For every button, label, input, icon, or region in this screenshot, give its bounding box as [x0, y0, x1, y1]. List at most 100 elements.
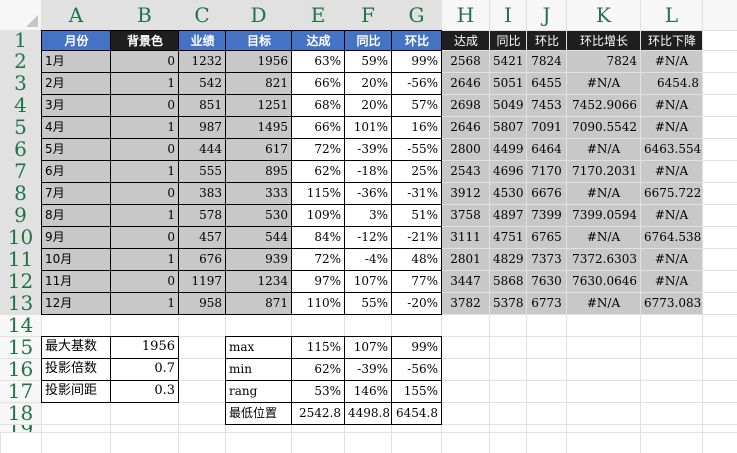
- cell-g4[interactable]: 57%: [411, 98, 438, 112]
- cell-d7[interactable]: 895: [265, 164, 288, 178]
- cell-i7[interactable]: 4696: [493, 164, 524, 178]
- cell-f5[interactable]: 101%: [353, 120, 388, 134]
- column-header-e[interactable]: E: [292, 0, 344, 30]
- cell-b11[interactable]: 1: [167, 252, 175, 266]
- stat-value-e[interactable]: 2542.8: [299, 406, 341, 420]
- cell-l8[interactable]: 6675.7226: [644, 186, 702, 200]
- cell-e13[interactable]: 110%: [306, 296, 341, 310]
- cell-f10[interactable]: -12%: [357, 230, 388, 244]
- column-header-d[interactable]: D: [226, 0, 291, 30]
- cell-e7[interactable]: 62%: [314, 164, 341, 178]
- cell-j6[interactable]: 6464: [531, 142, 562, 156]
- cell-i4[interactable]: 5049: [493, 98, 524, 112]
- cell-d3[interactable]: 821: [265, 76, 288, 90]
- cell-i13[interactable]: 5378: [493, 296, 524, 310]
- cell-j13[interactable]: 6773: [531, 296, 562, 310]
- cell-g10[interactable]: -21%: [407, 230, 438, 244]
- column-header-a[interactable]: A: [42, 0, 110, 30]
- cell-b5[interactable]: 1: [167, 120, 175, 134]
- cell-k4[interactable]: 7452.9066: [572, 98, 637, 112]
- cell-h12[interactable]: 3447: [450, 274, 481, 288]
- cell-d5[interactable]: 1495: [257, 120, 288, 134]
- row-header-3[interactable]: 3: [0, 73, 41, 94]
- stat-value-f[interactable]: 4498.8: [348, 406, 390, 420]
- cell-a12[interactable]: 11月: [45, 274, 73, 288]
- stat-value-e[interactable]: 62%: [314, 362, 341, 376]
- row-header-8[interactable]: 8: [0, 183, 41, 204]
- cell-h5[interactable]: 2646: [450, 120, 481, 134]
- cell-h9[interactable]: 3758: [450, 208, 481, 222]
- row-header-13[interactable]: 13: [0, 293, 41, 314]
- cell-d9[interactable]: 530: [265, 208, 288, 222]
- cell-e12[interactable]: 97%: [314, 274, 341, 288]
- cell-h13[interactable]: 3782: [450, 296, 481, 310]
- row-header-16[interactable]: 16: [0, 359, 41, 380]
- cell-k13[interactable]: #N/A: [586, 296, 621, 310]
- cell-g13[interactable]: -20%: [407, 296, 438, 310]
- cell-h2[interactable]: 2568: [450, 54, 481, 68]
- cell-f8[interactable]: -36%: [357, 186, 388, 200]
- cell-c2[interactable]: 1232: [191, 54, 222, 68]
- stat-value-f[interactable]: 146%: [353, 384, 388, 398]
- cell-j7[interactable]: 7170: [531, 164, 562, 178]
- cell-c6[interactable]: 444: [199, 142, 222, 156]
- cell-e11[interactable]: 72%: [314, 252, 341, 266]
- row-header-14[interactable]: 14: [0, 315, 41, 336]
- cell-d2[interactable]: 1956: [257, 54, 288, 68]
- cell-g3[interactable]: -56%: [407, 76, 438, 90]
- cell-g12[interactable]: 77%: [411, 274, 438, 288]
- param-value[interactable]: 0.3: [154, 383, 175, 398]
- cell-c13[interactable]: 958: [199, 296, 222, 310]
- header-cell-l[interactable]: 环比下降: [641, 31, 703, 51]
- row-header-9[interactable]: 9: [0, 205, 41, 226]
- cell-e8[interactable]: 115%: [306, 186, 341, 200]
- cell-j11[interactable]: 7373: [531, 252, 562, 266]
- cell-b10[interactable]: 0: [167, 230, 175, 244]
- cell-a3[interactable]: 2月: [45, 76, 65, 90]
- cell-j12[interactable]: 7630: [531, 274, 562, 288]
- cell-f12[interactable]: 107%: [353, 274, 388, 288]
- cell-i8[interactable]: 4530: [493, 186, 524, 200]
- cell-j10[interactable]: 6765: [531, 230, 562, 244]
- cell-h6[interactable]: 2800: [450, 142, 481, 156]
- cell-e2[interactable]: 63%: [314, 54, 341, 68]
- cell-a2[interactable]: 1月: [45, 54, 65, 68]
- row-header-11[interactable]: 11: [0, 249, 41, 270]
- cell-c11[interactable]: 676: [199, 252, 222, 266]
- header-cell-h[interactable]: 达成: [442, 31, 490, 51]
- cell-g7[interactable]: 25%: [411, 164, 438, 178]
- cell-e6[interactable]: 72%: [314, 142, 341, 156]
- cell-e10[interactable]: 84%: [314, 230, 341, 244]
- cell-d6[interactable]: 617: [265, 142, 288, 156]
- cell-h3[interactable]: 2646: [450, 76, 481, 90]
- cell-e4[interactable]: 68%: [314, 98, 341, 112]
- cell-k3[interactable]: #N/A: [586, 76, 621, 90]
- cell-b8[interactable]: 0: [167, 186, 175, 200]
- row-header-7[interactable]: 7: [0, 161, 41, 182]
- cell-d10[interactable]: 544: [265, 230, 288, 244]
- stat-value-e[interactable]: 115%: [306, 340, 341, 354]
- cell-i2[interactable]: 5421: [493, 54, 524, 68]
- cell-k9[interactable]: 7399.0594: [572, 208, 637, 222]
- column-header-empty[interactable]: [703, 0, 737, 30]
- cell-e3[interactable]: 66%: [314, 76, 341, 90]
- cell-b9[interactable]: 1: [167, 208, 175, 222]
- cell-i10[interactable]: 4751: [493, 230, 524, 244]
- cell-f4[interactable]: 20%: [361, 98, 388, 112]
- column-header-g[interactable]: G: [392, 0, 441, 30]
- header-cell-c[interactable]: 业绩: [179, 31, 226, 51]
- cell-j8[interactable]: 6676: [531, 186, 562, 200]
- cell-k11[interactable]: 7372.6303: [572, 252, 637, 266]
- row-header-5[interactable]: 5: [0, 117, 41, 138]
- cell-i12[interactable]: 5868: [493, 274, 524, 288]
- stat-value-f[interactable]: -39%: [357, 362, 388, 376]
- column-header-b[interactable]: B: [111, 0, 178, 30]
- cell-a4[interactable]: 3月: [45, 98, 65, 112]
- column-header-k[interactable]: K: [567, 0, 640, 30]
- cell-b3[interactable]: 1: [167, 76, 175, 90]
- cell-f6[interactable]: -39%: [357, 142, 388, 156]
- cell-e9[interactable]: 109%: [306, 208, 341, 222]
- row-header-1[interactable]: 1: [0, 31, 41, 50]
- cell-a11[interactable]: 10月: [45, 252, 73, 266]
- column-header-l[interactable]: L: [641, 0, 702, 30]
